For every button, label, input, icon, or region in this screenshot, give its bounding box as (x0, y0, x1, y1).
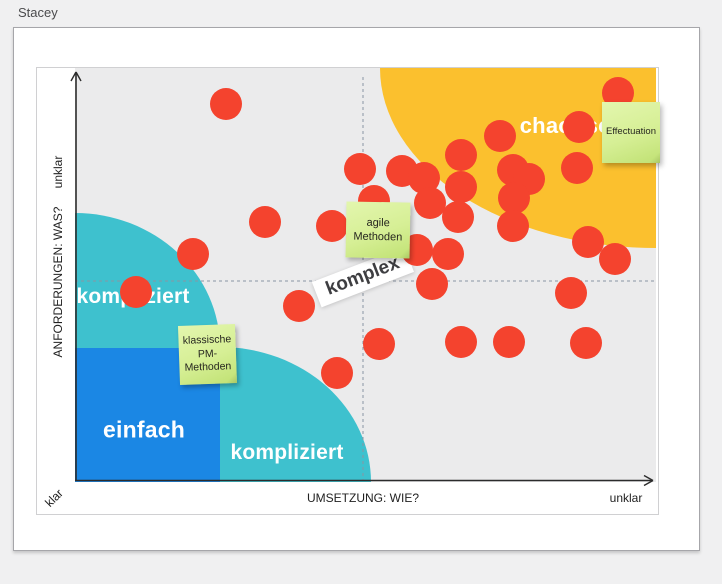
stacey-matrix-panel: unklar ANFORDERUNGEN: WAS? klar (36, 67, 660, 515)
marker-dot[interactable] (442, 201, 474, 233)
sticky-note-effectuation[interactable]: Effectuation (602, 102, 660, 163)
marker-dot[interactable] (572, 226, 604, 258)
marker-dot[interactable] (316, 210, 348, 242)
plot-area: kompliziert einfach kompliziert chaotisc… (70, 68, 660, 487)
marker-dot[interactable] (416, 268, 448, 300)
marker-dot[interactable] (414, 187, 446, 219)
page-title: Stacey (18, 5, 58, 20)
marker-dot[interactable] (249, 206, 281, 238)
marker-dot[interactable] (363, 328, 395, 360)
region-label-einfach: einfach (103, 416, 185, 443)
marker-dot[interactable] (283, 290, 315, 322)
marker-dot[interactable] (561, 152, 593, 184)
marker-dot[interactable] (445, 326, 477, 358)
marker-dot[interactable] (599, 243, 631, 275)
x-axis-right-label: unklar (609, 491, 643, 505)
marker-dot[interactable] (210, 88, 242, 120)
marker-dot[interactable] (321, 357, 353, 389)
y-axis-arrow (70, 71, 82, 82)
marker-dot[interactable] (120, 276, 152, 308)
x-axis-label: UMSETZUNG: WIE? (306, 491, 420, 505)
marker-dot[interactable] (493, 326, 525, 358)
sticky-note-agile-methoden[interactable]: agile Methoden (345, 201, 411, 259)
marker-dot[interactable] (177, 238, 209, 270)
axis-corner-label: klar (42, 486, 66, 510)
marker-dot[interactable] (344, 153, 376, 185)
y-axis-label: ANFORDERUNGEN: WAS? (51, 206, 65, 358)
marker-dot[interactable] (432, 238, 464, 270)
marker-dot[interactable] (445, 139, 477, 171)
marker-dot[interactable] (497, 210, 529, 242)
sticky-note-klassische-pm-methoden[interactable]: klassische PM- Methoden (177, 324, 238, 385)
marker-dot[interactable] (484, 120, 516, 152)
marker-dot[interactable] (570, 327, 602, 359)
board-card: unklar ANFORDERUNGEN: WAS? klar (13, 27, 700, 551)
marker-dot[interactable] (498, 182, 530, 214)
x-axis-arrow (643, 474, 654, 487)
region-label-kompliziert-bottom: kompliziert (230, 441, 344, 464)
marker-dot[interactable] (555, 277, 587, 309)
marker-dot[interactable] (445, 171, 477, 203)
marker-dot[interactable] (563, 111, 595, 143)
y-axis-top-label: unklar (51, 155, 65, 189)
